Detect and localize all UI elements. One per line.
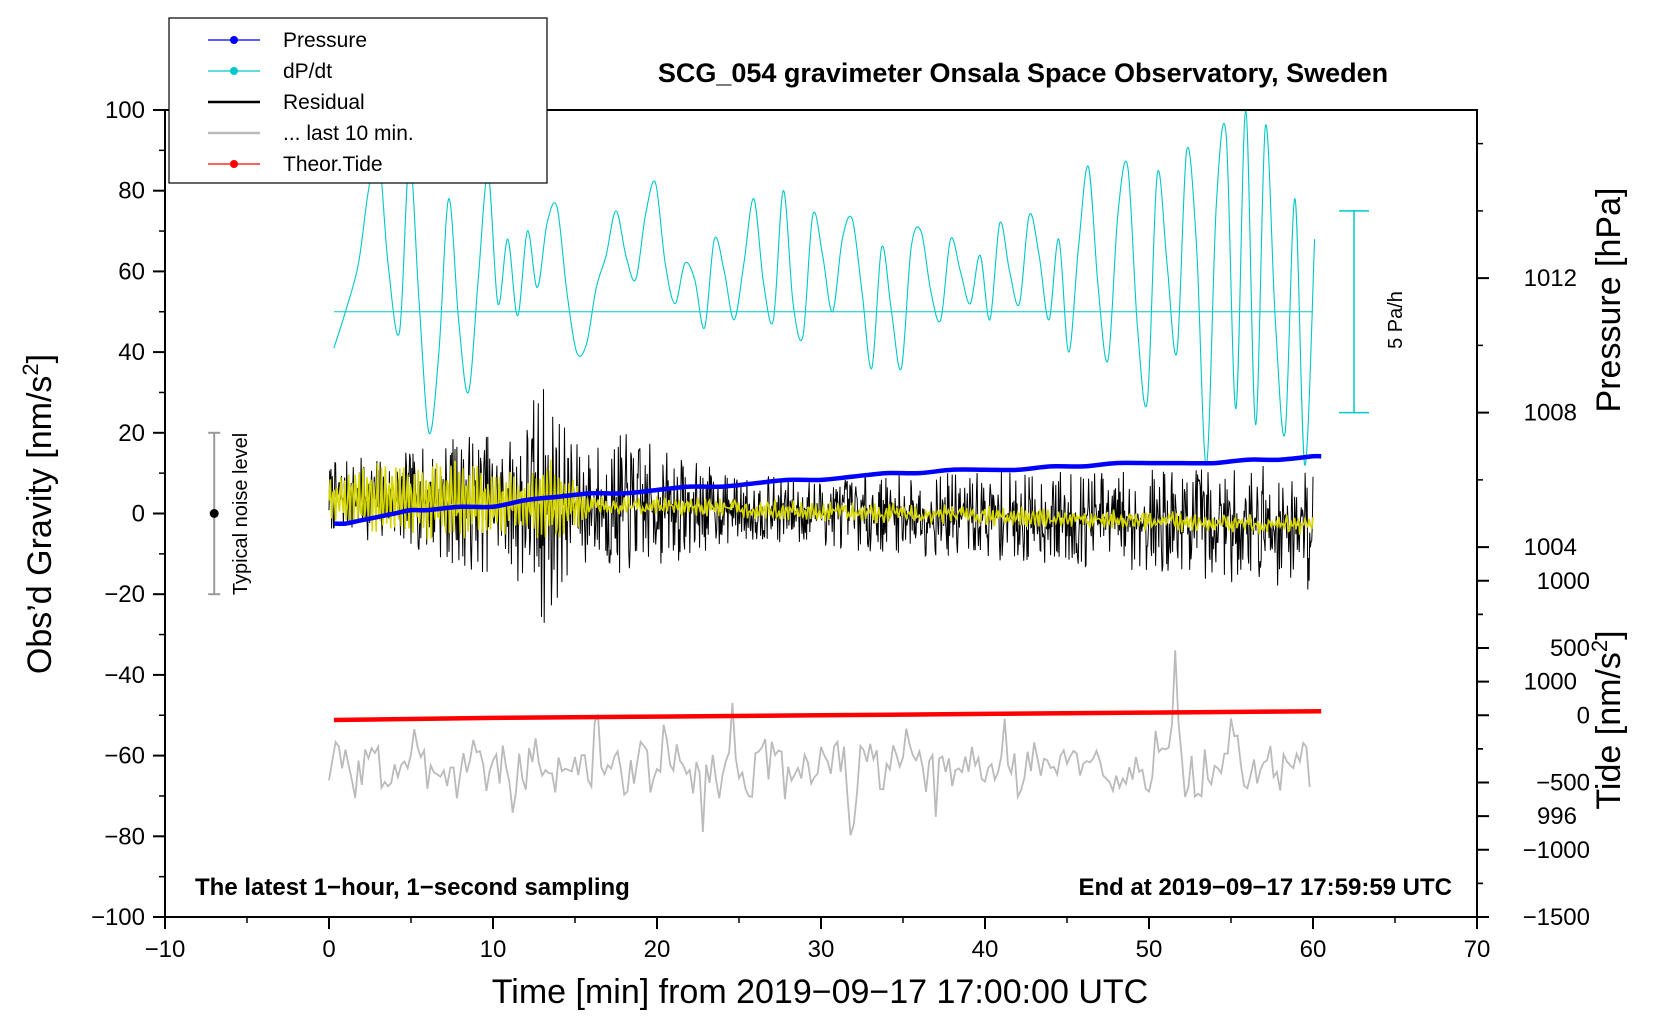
dpdt-scale-bar (1339, 210, 1369, 414)
dpdt-line (333, 110, 1316, 466)
note-end-time: End at 2019−09−17 17:59:59 UTC (1078, 874, 1452, 901)
y-tick-label: −60 (104, 743, 145, 770)
tide-tick-label: −1000 (1523, 837, 1590, 864)
pressure-tick-label: 1008 (1524, 400, 1577, 427)
pressure-tick-label: 1004 (1524, 534, 1577, 561)
legend-label: Theor.Tide (283, 153, 383, 176)
y-tick-label: 20 (118, 420, 145, 447)
legend-marker (230, 67, 238, 75)
y-tick-label: 40 (118, 339, 145, 366)
tide-axis-label: Tide [nm/s2] (1587, 630, 1628, 809)
y-tick-label: 60 (118, 258, 145, 285)
x-tick-label: 0 (322, 936, 335, 963)
noise-level-label: Typical noise level (230, 433, 252, 595)
tide-tick-label: 1000 (1537, 568, 1590, 595)
dpdt-scale-label: 5 Pa/h (1385, 291, 1407, 349)
tide-tick-label: 500 (1550, 635, 1590, 662)
x-tick-label: 60 (1300, 936, 1327, 963)
legend-label: ... last 10 min. (283, 122, 414, 145)
x-tick-label: 10 (480, 936, 507, 963)
tide-tick-label: −500 (1536, 770, 1590, 797)
y-tick-label: 100 (105, 97, 145, 124)
tide-tick-label: 0 (1577, 702, 1590, 729)
y-tick-label: 80 (118, 178, 145, 205)
noise-bar-dot (209, 509, 219, 518)
note-sampling: The latest 1−hour, 1−second sampling (195, 874, 630, 901)
x-tick-label: 70 (1464, 936, 1491, 963)
residual-smoothed-line (328, 459, 1314, 540)
pressure-axis-label: Pressure [hPa] (1590, 188, 1628, 413)
x-tick-label: 50 (1136, 936, 1163, 963)
legend-label: dP/dt (283, 60, 332, 83)
tide-tick-label: −1500 (1523, 904, 1590, 931)
legend-box (168, 17, 548, 184)
legend-label: Residual (283, 91, 365, 114)
y-tick-label: −80 (104, 823, 145, 850)
legend-marker (230, 160, 238, 168)
noise-level-bar (208, 431, 221, 596)
pressure-tick-label: 996 (1537, 803, 1577, 830)
x-tick-label: 30 (808, 936, 835, 963)
y-axis-label: Obs’d Gravity [nm/s2] (18, 354, 59, 674)
legend-label: Pressure (283, 29, 367, 52)
x-axis-label: Time [min] from 2019−09−17 17:00:00 UTC (492, 973, 1148, 1011)
last-10-min-line (328, 650, 1311, 836)
y-tick-label: −20 (104, 581, 145, 608)
tide-line (333, 708, 1322, 723)
legend-marker (230, 36, 238, 44)
x-tick-label: 20 (644, 936, 671, 963)
chart-title: SCG_054 gravimeter Onsala Space Observat… (658, 58, 1388, 88)
pressure-tick-label: 1012 (1524, 265, 1577, 292)
y-tick-label: −100 (91, 904, 145, 931)
x-tick-label: −10 (145, 936, 186, 963)
y-tick-label: −40 (104, 662, 145, 689)
legend: Pressure dP/dt Residual ... last 10 min. The… (168, 17, 548, 184)
x-tick-label: 40 (972, 936, 999, 963)
pressure-tick-label: 1000 (1524, 669, 1577, 696)
pressure-line (333, 453, 1322, 527)
y-tick-label: 0 (132, 501, 145, 528)
